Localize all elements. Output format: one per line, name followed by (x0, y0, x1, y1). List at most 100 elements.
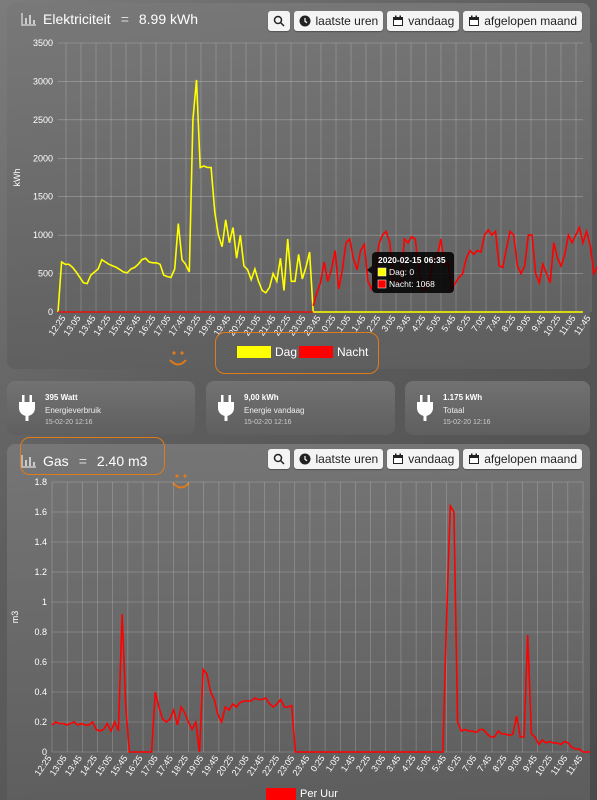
electricity-title: Elektriciteit (43, 11, 111, 27)
last-month-label: afgelopen maand (484, 14, 577, 28)
stat-label: Energie vandaag (244, 406, 305, 415)
gas-panel: Gas = 2.40 m3 laatste uren vandaag afgel… (7, 444, 590, 800)
electricity-header: Elektriciteit = 8.99 kWh (21, 11, 198, 27)
zoom-icon (274, 15, 286, 27)
y-tick-label: 0.2 (34, 717, 47, 727)
series-line-nacht (312, 225, 597, 307)
today-label: vandaag (408, 14, 455, 28)
x-tick-label: 11:45 (564, 753, 585, 777)
x-tick-label: 1:45 (339, 753, 357, 773)
last-month-button[interactable]: afgelopen maand (463, 449, 582, 469)
smiley-icon (167, 348, 189, 370)
x-tick-label: 23:45 (290, 753, 311, 777)
stat-date: 15-02-20 12:16 (244, 419, 292, 426)
x-tick-label: 5:05 (415, 753, 433, 773)
tooltip-arrow (367, 266, 372, 274)
x-tick-label: 9:05 (506, 753, 524, 773)
tooltip-swatch (377, 279, 387, 289)
zoom-button[interactable] (268, 11, 291, 31)
x-tick-label: 6:25 (445, 753, 463, 773)
gas-title: Gas (43, 453, 69, 469)
legend-swatch (237, 346, 271, 358)
x-tick-label: 3:45 (384, 753, 402, 773)
y-axis-label: kWh (12, 169, 22, 187)
x-tick-label: 8:25 (491, 753, 509, 773)
series-line-per-uur (51, 503, 591, 753)
x-tick-label: 2:25 (354, 753, 372, 773)
stat-label: Energieverbruik (45, 406, 102, 415)
tooltip-dag: Dag: 0 (389, 267, 414, 277)
y-tick-label: 3000 (33, 76, 53, 86)
y-tick-label: 2000 (33, 153, 53, 163)
zoom-button[interactable] (268, 449, 291, 469)
y-tick-label: 0 (48, 307, 53, 317)
electricity-panel: Elektriciteit = 8.99 kWh laatste uren va… (7, 3, 590, 369)
x-tick-label: 1:05 (324, 753, 342, 773)
x-tick-label: 7:05 (460, 753, 478, 773)
last-hours-button[interactable]: laatste uren (294, 11, 384, 31)
legend-label: Dag (275, 345, 297, 359)
y-tick-label: 3500 (33, 38, 53, 48)
legend-label: Per Uur (300, 788, 338, 800)
last-hours-button[interactable]: laatste uren (294, 449, 384, 469)
tooltip-swatch (377, 267, 387, 277)
y-tick-label: 1.2 (34, 567, 47, 577)
y-tick-label: 0.8 (34, 627, 47, 637)
today-button[interactable]: vandaag (387, 449, 460, 469)
stat-date: 15-02-20 12:16 (45, 419, 93, 426)
x-tick-label: 5:45 (430, 753, 448, 773)
tooltip-nacht: Nacht: 1068 (389, 279, 435, 289)
stat-card-total: 1.175 kWh Totaal 15-02-20 12:16 (405, 381, 590, 435)
today-label: vandaag (408, 452, 455, 466)
legend-swatch (266, 788, 296, 800)
clock-icon (299, 453, 311, 465)
plug-icon (218, 395, 234, 421)
today-button[interactable]: vandaag (387, 11, 460, 31)
y-tick-label: 1.6 (34, 507, 47, 517)
stat-value: 9,00 kWh (244, 393, 279, 402)
plug-icon (417, 395, 433, 421)
y-tick-label: 500 (38, 269, 53, 279)
series-line-dag (57, 79, 583, 313)
calendar-icon (469, 453, 480, 464)
y-tick-label: 1 (42, 597, 47, 607)
stat-label: Totaal (443, 406, 465, 415)
clock-icon (299, 15, 311, 27)
legend-label: Nacht (337, 345, 369, 359)
last-month-button[interactable]: afgelopen maand (463, 11, 582, 31)
x-tick-label: 4:25 (400, 753, 418, 773)
stat-date: 15-02-20 12:16 (443, 419, 491, 426)
tooltip-date: 2020-02-15 06:35 (378, 255, 446, 265)
x-tick-label: 0:25 (308, 753, 326, 773)
equals-icon: = (78, 453, 87, 469)
bar-chart-icon (21, 13, 36, 26)
legend-highlight (215, 332, 379, 374)
gas-header: Gas = 2.40 m3 (21, 453, 147, 469)
stat-value: 395 Watt (45, 393, 78, 402)
smiley-icon (170, 471, 192, 493)
gas-total-highlight (20, 437, 165, 475)
stat-value: 1.175 kWh (443, 393, 483, 402)
y-tick-label: 1.4 (34, 537, 47, 547)
last-month-label: afgelopen maand (484, 452, 577, 466)
y-tick-label: 1.8 (34, 477, 47, 487)
gas-total: 2.40 m3 (96, 453, 148, 469)
legend-swatch (299, 346, 333, 358)
tooltip-box (372, 252, 454, 293)
stat-card-energy-today: 9,00 kWh Energie vandaag 15-02-20 12:16 (206, 381, 395, 435)
gas-toolbar: laatste uren vandaag afgelopen maand (268, 449, 582, 469)
equals-icon: = (120, 11, 129, 27)
zoom-icon (274, 453, 286, 465)
y-tick-label: 1500 (33, 192, 53, 202)
last-hours-label: laatste uren (315, 452, 379, 466)
x-tick-label: 7:45 (475, 753, 493, 773)
y-axis-label: m3 (10, 611, 20, 624)
calendar-icon (469, 15, 480, 26)
last-hours-label: laatste uren (315, 14, 379, 28)
electricity-toolbar: laatste uren vandaag afgelopen maand (268, 11, 582, 31)
y-tick-label: 2500 (33, 115, 53, 125)
calendar-icon (393, 453, 404, 464)
calendar-icon (393, 15, 404, 26)
